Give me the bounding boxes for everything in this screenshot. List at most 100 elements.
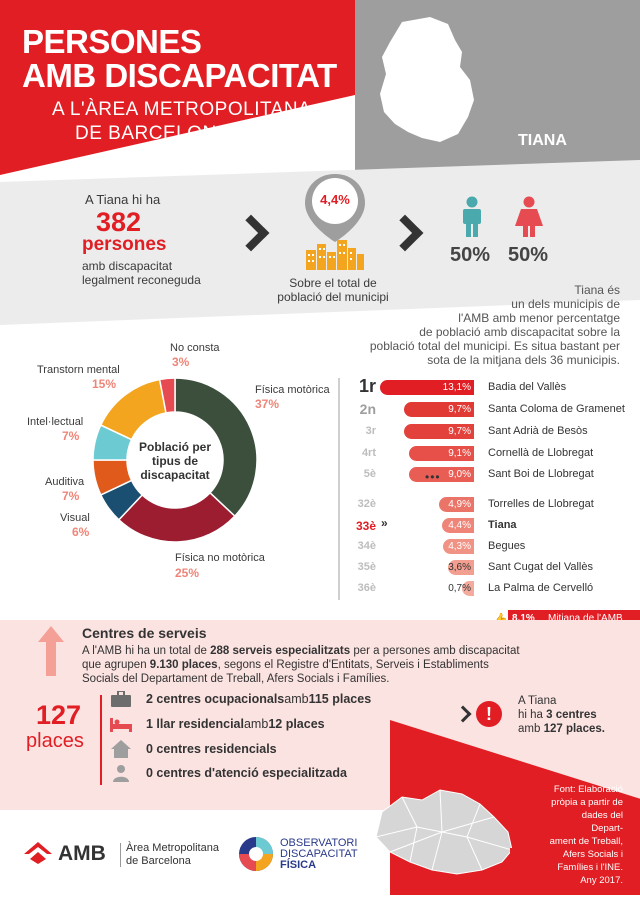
pin-value: 4,4% <box>320 192 350 207</box>
tiana-centres-summary: A Tiana hi ha 3 centres amb 127 places. <box>518 694 605 736</box>
ranking-bar <box>409 467 474 482</box>
ranking-value: 9,0% <box>448 469 471 480</box>
ranking-value: 4,4% <box>448 520 471 531</box>
ranking-bar <box>404 424 474 439</box>
ranking-divider <box>338 378 340 600</box>
source-line: Afers Socials i <box>562 849 623 860</box>
slice-value-transtorn-mental: 15% <box>92 377 117 391</box>
service-places: 12 places <box>268 717 325 731</box>
centres-text-part: A l'AMB hi ha un total de <box>82 645 211 657</box>
ranking-value: 4,9% <box>448 499 471 510</box>
tiana-map-marker <box>510 848 519 857</box>
ranking-municipality: Tiana <box>488 519 517 531</box>
service-sep: amb <box>284 692 309 706</box>
pin-desc-line1: Sobre el total de <box>289 276 377 290</box>
page-subtitle-line2: DE BARCELONA <box>75 123 230 144</box>
municipality-note: Tiana és un dels municipis de l'AMB amb … <box>300 283 620 367</box>
service-row-residencials: 0 centres residencials <box>110 740 277 758</box>
ranking-bar <box>408 446 474 461</box>
double-chevron-icon: » <box>381 516 388 530</box>
slice-label-transtorn-mental: Transtorn mental <box>37 364 120 376</box>
mean-value: 8,1% <box>512 613 535 624</box>
slice-value-no-consta: 3% <box>172 355 190 369</box>
slice-value-intellectual: 7% <box>62 429 80 443</box>
rank-position: 3r <box>365 425 376 437</box>
centres-title: Centres de serveis <box>82 625 207 641</box>
female-percentage: 50% <box>508 244 549 266</box>
ranking-value: 0,7% <box>448 583 471 594</box>
ranking-bar <box>448 560 474 575</box>
rank-position: 36è <box>357 582 376 594</box>
donut-center-line2: tipus de <box>151 454 198 468</box>
persons-desc-line1: amb discapacitat <box>82 259 173 273</box>
slice-value-fisica-motorica: 37% <box>255 397 280 411</box>
source-line: Font: Elaboració <box>553 784 623 795</box>
persons-desc-line2: legalment reconeguda <box>82 273 201 287</box>
amb-name-line1: Àrea Metropolitana <box>126 842 219 854</box>
ranking-municipality: Badia del Vallès <box>488 381 567 393</box>
page-title-line1: PERSONES <box>22 23 202 60</box>
ranking-value: 9,1% <box>448 448 471 459</box>
slice-label-fisica-no-motorica: Física no motòrica <box>175 552 265 564</box>
tiana-centres: 3 centres <box>546 709 597 721</box>
tiana-line2-a: hi ha <box>518 709 547 721</box>
page-subtitle-line1: A L'ÀREA METROPOLITANA <box>52 99 312 120</box>
bed-icon <box>110 715 132 733</box>
ranking-municipality: Sant Adrià de Besòs <box>488 425 588 437</box>
persons-unit: persones <box>82 234 167 255</box>
ranking-value: 13,1% <box>442 382 471 393</box>
donut-center-line1: Població per <box>138 440 212 454</box>
rank-position: 32è <box>357 498 376 510</box>
obs-line1: OBSERVATORI <box>280 837 358 849</box>
centres-total-services: 288 serveis especialitzats <box>210 645 351 657</box>
ranking-municipality: Sant Cugat del Vallès <box>488 561 593 573</box>
arrow-up-icon <box>38 626 64 676</box>
slice-label-auditiva: Auditiva <box>45 476 85 488</box>
service-places: 115 places <box>308 692 372 706</box>
source-note: Font: Elaboració pròpia a partir de dade… <box>548 783 623 887</box>
ranking-municipality: Cornellà de Llobregat <box>488 447 594 459</box>
logo-divider <box>120 843 121 867</box>
slice-label-no-consta: No consta <box>170 342 220 354</box>
ranking-bar <box>443 539 474 554</box>
service-name: 1 llar residencial <box>146 717 244 731</box>
disability-type-donut-chart <box>92 377 258 543</box>
ranking-bar <box>380 380 474 395</box>
slice-value-fisica-no-motorica: 25% <box>175 566 200 580</box>
buildings-icon <box>306 240 364 270</box>
municipality-map-icon <box>380 17 474 142</box>
municipality-name: TIANA <box>518 132 567 149</box>
source-line: Famílies i l'INE. <box>557 862 623 873</box>
centres-text-line3: Socials del Departament de Treball, Afer… <box>82 673 390 685</box>
note-line: sota de la mitjana dels 36 municipis. <box>427 353 620 367</box>
centres-text-part: que agrupen <box>82 659 150 671</box>
tiana-line3-a: amb <box>518 723 544 735</box>
summary-intro: A Tiana hi ha <box>85 192 161 207</box>
rank-position: 33è <box>355 519 376 533</box>
mean-label: Mitjana de l'AMB <box>548 613 623 624</box>
ranking-value: 3,6% <box>448 562 471 573</box>
note-line: població total del municipi. Es situa ba… <box>369 339 620 353</box>
centres-text-part: , segons el Registre d'Entitats, Serveis… <box>217 659 489 671</box>
donut-slice-0 <box>174 377 258 518</box>
observatori-logo-icon <box>239 837 273 871</box>
note-line: Tiana és <box>574 283 620 297</box>
ranking-bar <box>462 581 474 596</box>
source-line: ament de Treball, <box>549 836 623 847</box>
amb-full-name: Àrea Metropolitana de Barcelona <box>126 842 219 868</box>
tiana-places: 127 places. <box>543 723 605 735</box>
rank-position: 2n <box>359 401 376 417</box>
persons-count: 382 <box>96 207 142 237</box>
ranking-municipality: Begues <box>488 540 526 552</box>
centres-total-places: 9.130 places <box>149 659 218 671</box>
service-name: 0 centres d'atenció especialitzada <box>146 766 347 780</box>
rank-position: 4rt <box>361 447 376 459</box>
amb-name-line2: de Barcelona <box>126 855 191 867</box>
slice-value-visual: 6% <box>72 525 90 539</box>
centres-text: A l'AMB hi ha un total de 288 serveis es… <box>82 644 612 686</box>
amb-logo-text: AMB <box>58 842 106 865</box>
slice-value-auditiva: 7% <box>62 489 80 503</box>
slice-label-fisica-motorica: Física motòrica <box>255 384 330 396</box>
pin-desc-line2: població del municipi <box>277 290 389 304</box>
ranking-bar <box>442 518 474 533</box>
